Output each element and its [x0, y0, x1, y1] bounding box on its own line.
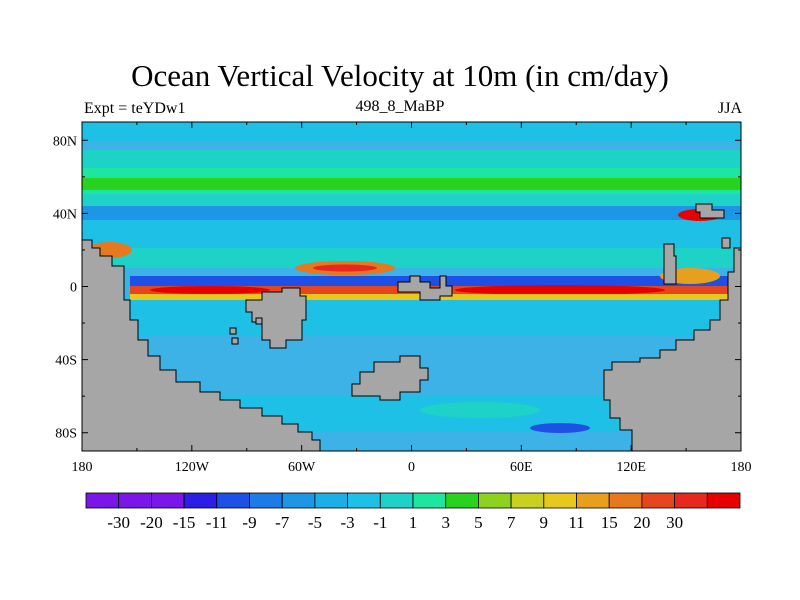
colorbar-box: [706, 492, 741, 509]
x-tick-label: 60E: [510, 460, 533, 475]
small-island-3: [255, 317, 263, 325]
southern-downwelling-feature: [530, 423, 590, 433]
southern-island: [351, 355, 429, 401]
y-tick-label: 0: [70, 281, 77, 296]
western-continent: [82, 239, 321, 451]
colorbar-label: 3: [441, 513, 450, 532]
colorbar-label: -15: [173, 513, 196, 532]
colorbar-label: -30: [107, 513, 130, 532]
colorbar: -30 -20 -15 -11 -9 -7 -5 -3 -1 1 3 5 7 9 11 15 20 30: [85, 492, 741, 532]
colorbar-box: [118, 492, 152, 509]
colorbar-label: 15: [601, 513, 618, 532]
colorbar-box: [576, 492, 610, 509]
western-pacific-island: [663, 243, 677, 285]
colorbar-label: 9: [540, 513, 549, 532]
colorbar-label: 11: [568, 513, 584, 532]
axis-ticks: 80N 40N 0 40S 80S 180 120W 60W 0 60E 120E 180: [53, 122, 752, 475]
band-50n-core: [82, 178, 741, 190]
colorbar-box: [249, 492, 283, 509]
x-tick-label: 60W: [288, 460, 316, 475]
y-tick-label: 80S: [55, 427, 77, 442]
colorbar-box: [608, 492, 643, 509]
colorbar-box: [85, 492, 120, 509]
colorbar-label: -20: [140, 513, 163, 532]
northern-island: [695, 203, 725, 219]
colorbar-label: -7: [275, 513, 290, 532]
x-tick-label: 120E: [616, 460, 646, 475]
equatorial-upwelling-east: [455, 285, 665, 295]
band-15s: [82, 296, 741, 336]
colorbar-box: [379, 492, 414, 509]
band-60n: [82, 150, 741, 168]
colorbar-label: 30: [666, 513, 683, 532]
x-tick-label: 180: [72, 460, 93, 475]
colorbar-label: 1: [409, 513, 418, 532]
colorbar-label: -11: [206, 513, 228, 532]
experiment-label: Expt = teYDw1: [84, 100, 186, 117]
colorbar-box: [412, 492, 447, 509]
age-label: 498_8_MaBP: [355, 98, 445, 115]
small-island-2: [231, 337, 239, 345]
colorbar-label: -3: [341, 513, 355, 532]
map-field: [82, 122, 741, 451]
small-island-east: [721, 237, 731, 249]
equatorial-islands: [397, 275, 453, 301]
eastern-continent: [603, 247, 741, 451]
colorbar-box: [641, 492, 676, 509]
season-label: JJA: [717, 100, 742, 117]
colorbar-box: [281, 492, 316, 509]
band-35n: [82, 206, 741, 220]
band-40n: [82, 194, 741, 206]
colorbar-box: [510, 492, 545, 509]
band-25n: [82, 220, 741, 248]
colorbar-label: 5: [474, 513, 483, 532]
colorbar-box: [347, 492, 381, 509]
colorbar-box: [150, 492, 185, 509]
arctic-band: [82, 122, 741, 142]
colorbar-box: [477, 492, 512, 509]
equatorial-upwelling-west: [150, 286, 270, 294]
y-tick-label: 40S: [55, 354, 77, 369]
central-island-south-america: [245, 287, 307, 349]
colorbar-label: 7: [507, 513, 516, 532]
colorbar-label: -5: [308, 513, 322, 532]
x-tick-label: 180: [731, 460, 752, 475]
colorbar-box: [674, 492, 708, 509]
colorbar-label: 20: [633, 513, 650, 532]
plot-title: Ocean Vertical Velocity at 10m (in cm/da…: [131, 58, 669, 93]
y-tick-label: 80N: [53, 134, 77, 149]
colorbar-box: [314, 492, 348, 509]
colorbar-box: [216, 492, 250, 509]
colorbar-label: -9: [242, 513, 256, 532]
land-masses: [82, 203, 741, 451]
y-tick-label: 40N: [53, 207, 77, 222]
x-tick-label: 0: [408, 460, 415, 475]
southern-ocean-feature: [420, 402, 540, 418]
colorbar-box: [543, 492, 577, 509]
upwelling-blob-core: [313, 264, 377, 272]
equatorial-downwelling: [130, 276, 730, 286]
band-10n: [82, 248, 741, 268]
small-island-1: [229, 327, 237, 335]
colorbar-box: [445, 492, 479, 509]
colorbar-label: -1: [373, 513, 387, 532]
colorbar-box: [183, 492, 218, 509]
x-tick-label: 120W: [175, 460, 210, 475]
